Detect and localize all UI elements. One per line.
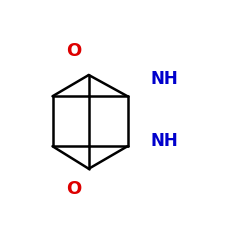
Text: NH: NH: [150, 132, 178, 150]
Text: NH: NH: [150, 70, 178, 88]
Text: O: O: [66, 180, 82, 198]
Text: O: O: [66, 42, 82, 60]
